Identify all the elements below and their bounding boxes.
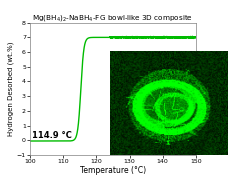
- Text: 114.9 °C: 114.9 °C: [32, 131, 71, 140]
- X-axis label: Temperature (°C): Temperature (°C): [80, 166, 146, 174]
- Y-axis label: Hydrogen Desorbed (wt.%): Hydrogen Desorbed (wt.%): [8, 42, 14, 136]
- Text: Mg(BH$_4$)$_2$-NaBH$_4$-FG bowl-like 3D composite: Mg(BH$_4$)$_2$-NaBH$_4$-FG bowl-like 3D …: [32, 13, 192, 23]
